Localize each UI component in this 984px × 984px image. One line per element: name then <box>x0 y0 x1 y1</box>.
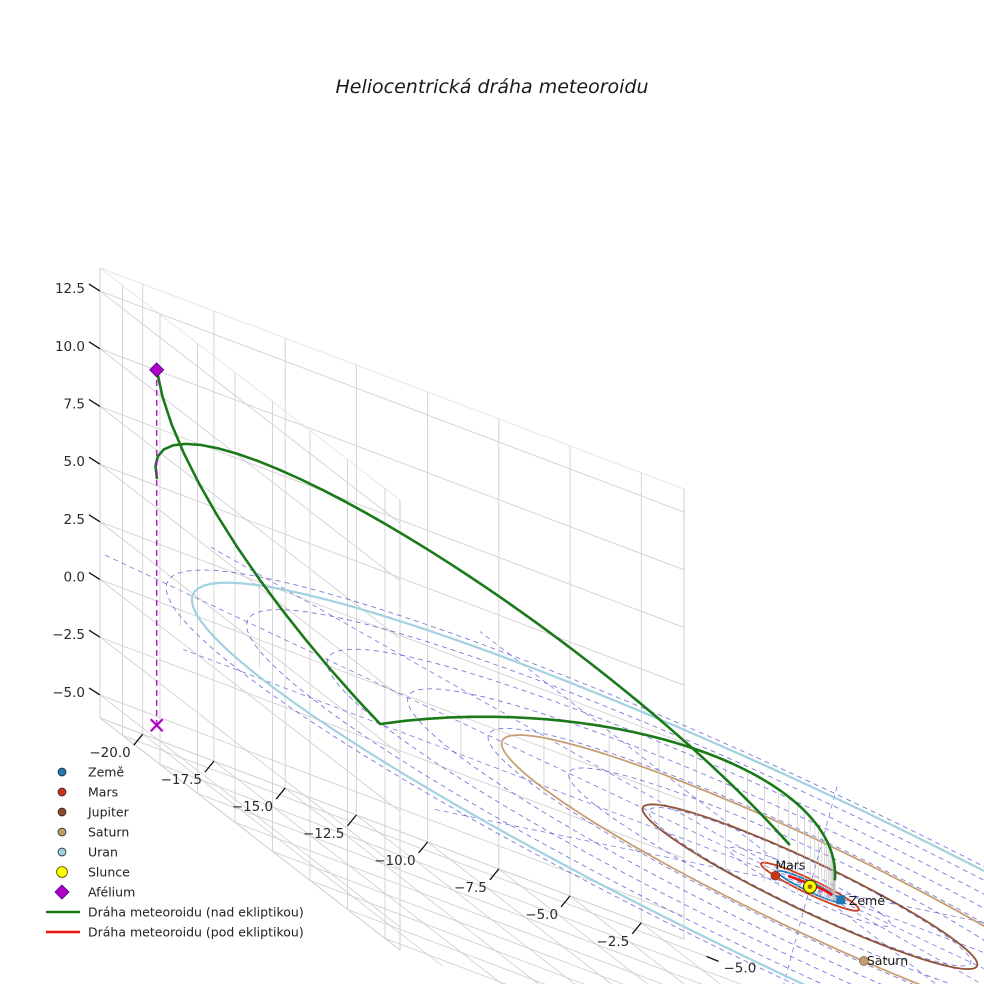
aphelion-diamond-icon <box>149 362 165 378</box>
sun-core-icon <box>807 884 813 890</box>
legend-marker-circle <box>57 767 67 777</box>
legend-item-8[interactable]: Dráha meteoroidu (pod ekliptikou) <box>46 925 304 940</box>
body-marker-saturn <box>859 956 869 966</box>
legend-label: Saturn <box>88 825 129 840</box>
z-tick-6: −2.5 <box>52 627 85 643</box>
x-tick-6: −5.0 <box>525 907 558 923</box>
body-marker-mars <box>770 870 781 881</box>
legend-marker-circle <box>57 807 67 817</box>
z-tick-3: 5.0 <box>64 454 85 470</box>
legend-item-7[interactable]: Dráha meteoroidu (nad ekliptikou) <box>46 905 304 920</box>
legend-item-6[interactable]: Afélium <box>54 884 135 900</box>
trajectory-below-ecliptic <box>787 874 833 896</box>
legend-label: Afélium <box>88 885 135 900</box>
axis-ticks: 12.5 10.0 7.5 5.0 2.5 0.0 −2.5 −5.0 −20.0 −17.5 −1… <box>52 281 757 976</box>
z-tick-7: −5.0 <box>52 685 85 701</box>
z-tick-2: 7.5 <box>64 396 85 412</box>
label-saturn: Saturn <box>867 953 908 968</box>
legend-marker-circle <box>56 866 68 878</box>
aphelion-ground-x-icon <box>149 718 164 733</box>
y-tick-0: −5.0 <box>724 960 757 976</box>
chart-title: Heliocentrická dráha meteoroidu <box>335 76 648 98</box>
legend: Země Mars Jupiter Saturn Uran Slunce Afélium Dr… <box>46 765 304 940</box>
legend-marker-circle <box>57 787 67 797</box>
x-tick-2: −15.0 <box>232 799 273 815</box>
legend-item-2[interactable]: Jupiter <box>57 805 130 820</box>
aphelion-marker <box>149 362 165 733</box>
orbit-mars <box>760 861 860 912</box>
legend-label: Slunce <box>88 865 130 880</box>
label-mars: Mars <box>775 858 805 873</box>
x-tick-4: −10.0 <box>374 853 415 869</box>
z-tick-4: 2.5 <box>64 512 85 528</box>
orbit-uran <box>190 581 984 984</box>
legend-label: Mars <box>88 785 118 800</box>
trajectory-above-ecliptic-return <box>154 442 791 846</box>
legend-item-5[interactable]: Slunce <box>56 865 131 880</box>
solar-system-bodies: Země Mars Saturn <box>770 858 908 968</box>
x-tick-0: −20.0 <box>89 745 130 761</box>
x-tick-3: −12.5 <box>303 826 344 842</box>
x-tick-7: −2.5 <box>596 934 629 950</box>
legend-label: Dráha meteoroidu (nad ekliptikou) <box>88 905 304 920</box>
legend-item-1[interactable]: Mars <box>57 785 118 800</box>
orbit-jupiter <box>641 803 979 970</box>
legend-label: Země <box>88 765 124 780</box>
legend-item-0[interactable]: Země <box>57 765 124 780</box>
legend-item-3[interactable]: Saturn <box>57 825 129 840</box>
legend-label: Jupiter <box>87 805 130 820</box>
legend-marker-diamond <box>54 884 70 900</box>
z-tick-5: 0.0 <box>64 570 85 586</box>
legend-item-4[interactable]: Uran <box>57 845 118 860</box>
legend-label: Dráha meteoroidu (pod ekliptikou) <box>88 925 304 940</box>
axes-panes <box>99 267 743 984</box>
legend-label: Uran <box>88 845 118 860</box>
legend-marker-circle <box>57 827 67 837</box>
label-earth: Země <box>849 893 885 908</box>
x-tick-1: −17.5 <box>161 772 202 788</box>
z-tick-1: 10.0 <box>55 339 85 355</box>
meteoroid-trajectory <box>154 370 837 896</box>
z-tick-0: 12.5 <box>55 281 85 297</box>
trajectory-above-ecliptic <box>155 370 837 881</box>
x-tick-5: −7.5 <box>454 880 487 896</box>
body-marker-země <box>836 895 846 905</box>
legend-marker-circle <box>57 847 67 857</box>
